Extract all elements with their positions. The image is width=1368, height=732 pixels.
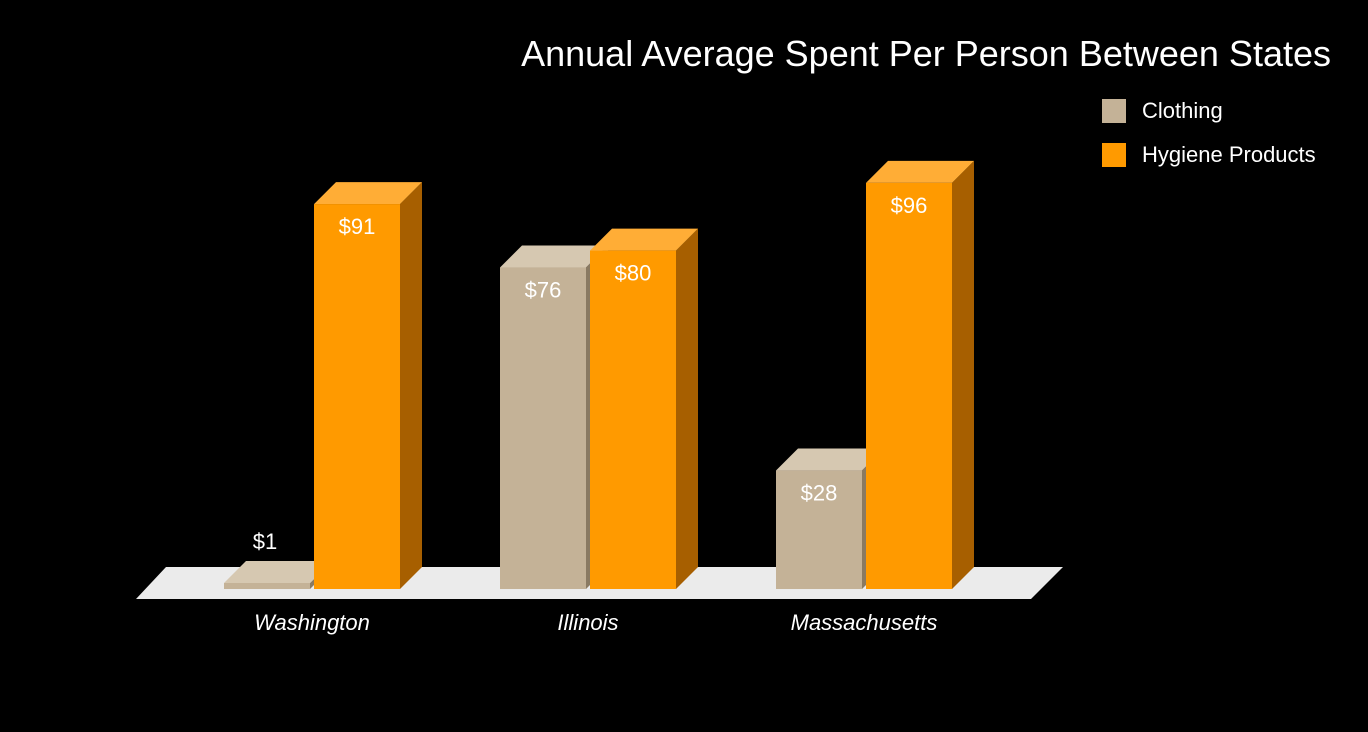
bar-top: [776, 448, 884, 471]
legend-item-hygiene-products: Hygiene Products: [1102, 142, 1316, 168]
data-label-clothing-massachusetts: $28: [801, 481, 838, 506]
legend-item-clothing: Clothing: [1102, 98, 1316, 124]
legend-swatch-clothing: [1102, 99, 1126, 123]
legend-label-clothing: Clothing: [1142, 98, 1223, 123]
category-label-illinois: Illinois: [557, 610, 618, 635]
data-label-hygiene-products-massachusetts: $96: [891, 193, 928, 218]
bar-front: [224, 583, 310, 589]
chart-title: Annual Average Spent Per Person Between …: [521, 33, 1331, 74]
bar-top: [500, 245, 608, 268]
category-label-massachusetts: Massachusetts: [791, 610, 938, 635]
category-label-washington: Washington: [254, 610, 370, 635]
bar-front: [866, 182, 952, 590]
bar-hygiene-products-washington: [314, 182, 422, 589]
bar-top: [590, 228, 698, 251]
bar-front: [590, 250, 676, 589]
bar-front: [776, 470, 862, 589]
legend-label-hygiene-products: Hygiene Products: [1142, 142, 1316, 167]
bar-hygiene-products-illinois: [590, 228, 698, 589]
bar-side: [952, 160, 974, 590]
bar-top: [314, 182, 422, 205]
data-label-clothing-illinois: $76: [525, 278, 562, 303]
bar-top: [224, 561, 332, 583]
bar-side: [676, 228, 698, 589]
bar-top: [866, 160, 974, 183]
legend-swatch-hygiene-products: [1102, 143, 1126, 167]
legend: Clothing Hygiene Products: [1102, 98, 1316, 186]
bar-hygiene-products-massachusetts: [866, 160, 974, 590]
bars-group: $1 $91 $76 $80 $28 $96: [224, 160, 974, 590]
bar-front: [500, 267, 586, 589]
bar-side: [400, 182, 422, 589]
category-labels-group: Washington Illinois Massachusetts: [254, 610, 937, 635]
bar-front: [314, 204, 400, 589]
data-label-clothing-washington: $1: [253, 529, 277, 554]
data-label-hygiene-products-illinois: $80: [615, 261, 652, 286]
data-label-hygiene-products-washington: $91: [339, 214, 376, 239]
